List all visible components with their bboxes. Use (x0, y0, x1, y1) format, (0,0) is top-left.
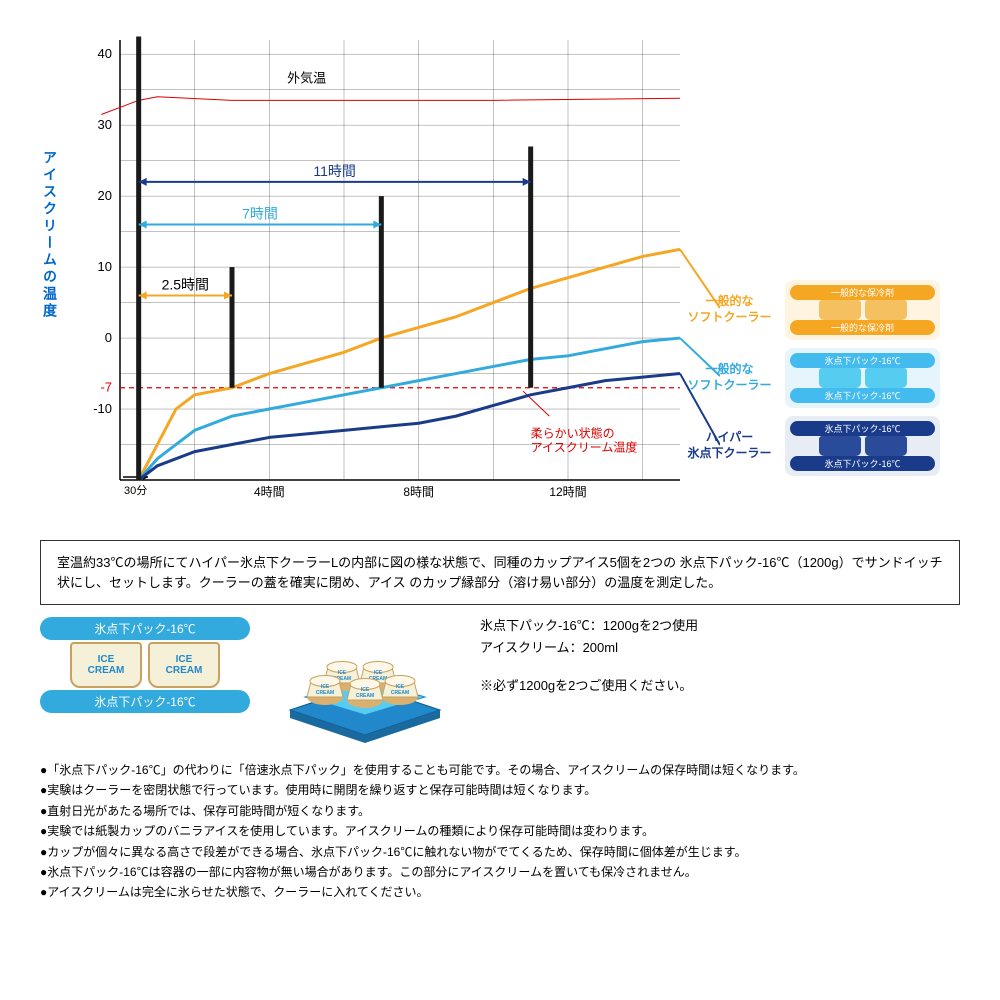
svg-text:11時間: 11時間 (313, 163, 356, 179)
spec-line: 氷点下パック-16℃：1200gを2つ使用 (480, 615, 698, 637)
svg-text:CREAM: CREAM (316, 690, 334, 696)
pack-sandwich-diagram: 氷点下パック-16℃ ICECREAM ICECREAM 氷点下パック-16℃ (40, 615, 250, 715)
svg-text:30: 30 (98, 117, 112, 132)
note-line: ●実験はクーラーを密閉状態で行っています。使用時に開閉を繰り返すと保存可能時間は… (40, 780, 960, 800)
legend-item: 一般的なソフトクーラー一般的な保冷剤一般的な保冷剤 (682, 280, 940, 340)
note-line: ●直射日光があたる場所では、保存可能時間が短くなります。 (40, 801, 960, 821)
note-line: ●実験では紙製カップのバニラアイスを使用しています。アイスクリームの種類により保… (40, 821, 960, 841)
note-line: ●アイスクリームは完全に氷らせた状態で、クーラーに入れてください。 (40, 882, 960, 902)
svg-text:10: 10 (98, 259, 112, 274)
note-line: ●カップが個々に異なる高さで段差ができる場合、氷点下パック-16℃に触れない物が… (40, 842, 960, 862)
ice-cream-cup: ICECREAM (70, 642, 142, 688)
y-axis-label: アイスクリームの温度 (40, 150, 60, 320)
svg-text:0: 0 (105, 330, 112, 345)
svg-text:外気温: 外気温 (287, 71, 326, 86)
pack-bar-bottom: 氷点下パック-16℃ (40, 690, 250, 713)
svg-text:柔らかい状態の: 柔らかい状態の (531, 425, 615, 440)
svg-text:20: 20 (98, 188, 112, 203)
svg-text:7時間: 7時間 (242, 206, 278, 222)
setup-section: 氷点下パック-16℃ ICECREAM ICECREAM 氷点下パック-16℃ … (40, 615, 960, 745)
note-line: ●「氷点下パック-16℃」の代わりに「倍速氷点下パック」を使用することも可能です… (40, 760, 960, 780)
cooler-3d-diagram: ICE CREAM ICE CREAM ICE CREAM ICE CREAM … (270, 615, 460, 745)
svg-text:-10: -10 (93, 401, 112, 416)
svg-text:CREAM: CREAM (391, 690, 409, 696)
svg-text:-7: -7 (100, 380, 112, 395)
svg-text:12時間: 12時間 (549, 485, 586, 499)
experiment-description: 室温約33℃の場所にてハイパー氷点下クーラーLの内部に図の様な状態で、同種のカッ… (40, 540, 960, 605)
spec-text: 氷点下パック-16℃：1200gを2つ使用 アイスクリーム：200ml ※必ず1… (480, 615, 698, 697)
chart-legend: 一般的なソフトクーラー一般的な保冷剤一般的な保冷剤一般的なソフトクーラー氷点下パ… (682, 280, 940, 484)
svg-text:4時間: 4時間 (254, 485, 285, 499)
spec-line: アイスクリーム：200ml (480, 637, 698, 659)
svg-text:アイスクリーム温度: アイスクリーム温度 (531, 439, 638, 454)
svg-text:30分: 30分 (124, 484, 147, 497)
svg-text:8時間: 8時間 (403, 485, 434, 499)
chart-svg: -10-70102030404時間8時間12時間30分柔らかい状態のアイスクリー… (20, 20, 720, 520)
svg-text:CREAM: CREAM (356, 693, 374, 699)
svg-text:40: 40 (98, 46, 112, 61)
legend-item: ハイパー氷点下クーラー氷点下パック-16℃氷点下パック-16℃ (682, 416, 940, 476)
spec-note: ※必ず1200gを2つご使用ください。 (480, 675, 698, 697)
note-line: ●氷点下パック-16℃は容器の一部に内容物が無い場合があります。この部分にアイス… (40, 862, 960, 882)
pack-bar-top: 氷点下パック-16℃ (40, 617, 250, 640)
notes-list: ●「氷点下パック-16℃」の代わりに「倍速氷点下パック」を使用することも可能です… (40, 760, 960, 903)
svg-text:2.5時間: 2.5時間 (162, 276, 209, 292)
legend-item: 一般的なソフトクーラー氷点下パック-16℃氷点下パック-16℃ (682, 348, 940, 408)
temperature-chart: アイスクリームの温度 -10 -7 0 10 20 30 40 4時間 8時間 12時間 30分 柔ら… (20, 20, 920, 520)
ice-cream-cup: ICECREAM (148, 642, 220, 688)
